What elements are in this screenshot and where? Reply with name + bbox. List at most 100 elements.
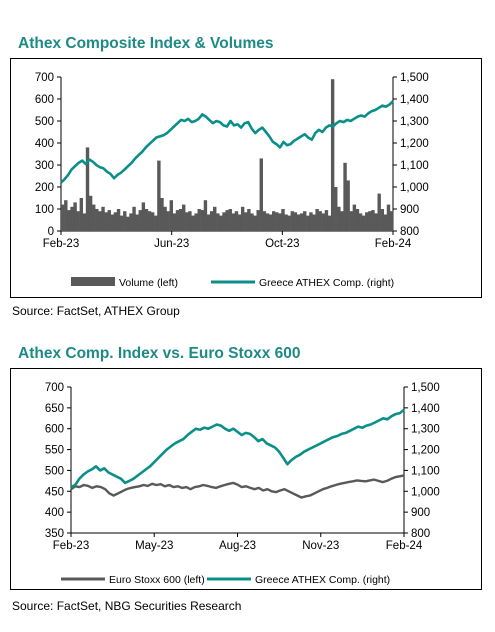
right-tick-label: 1,300 xyxy=(400,116,429,128)
volume-bar xyxy=(318,211,322,231)
volume-bar xyxy=(265,213,270,231)
series-line-2 xyxy=(60,100,394,184)
volume-bar xyxy=(293,212,298,231)
volume-bar xyxy=(374,213,378,231)
left-tick-label: 500 xyxy=(45,465,64,477)
chart2-source: Source: FactSet, NBG Securities Research xyxy=(12,599,242,613)
right-tick-label: 1,200 xyxy=(411,445,440,457)
left-tick-label: 650 xyxy=(45,403,64,415)
volume-bar xyxy=(324,210,329,231)
volume-bar xyxy=(309,212,313,231)
volume-bar xyxy=(287,215,291,231)
right-tick-label: 1,100 xyxy=(411,465,440,477)
volume-bar xyxy=(135,214,139,231)
volume-bar xyxy=(368,211,372,231)
volume-bar xyxy=(76,211,80,231)
volume-bar xyxy=(191,215,195,231)
left-tick-label: 700 xyxy=(45,382,64,394)
volume-bar xyxy=(98,211,102,231)
volume-bar xyxy=(209,211,214,231)
volume-bar xyxy=(172,213,177,231)
volume-bar xyxy=(203,200,208,231)
volume-bar xyxy=(154,215,158,231)
volume-bar xyxy=(219,215,223,231)
x-tick-label: Aug-23 xyxy=(219,540,256,552)
x-tick-label: Feb-23 xyxy=(53,540,89,552)
left-tick-label: 350 xyxy=(45,528,64,540)
volume-bar xyxy=(188,211,192,231)
volume-bar xyxy=(141,202,146,231)
volume-bar xyxy=(132,206,136,231)
volume-bar xyxy=(169,200,174,231)
volume-bar xyxy=(70,206,74,231)
chart1-plot: 0 100 200 300 400 500 600 700 800 900 1,000 1,100 1,… xyxy=(35,72,429,289)
volume-bar xyxy=(377,193,381,231)
volume-bar xyxy=(113,212,118,231)
volume-bar xyxy=(175,210,180,231)
x-tick-label: Feb-24 xyxy=(375,238,412,250)
x-tick-label: Feb-24 xyxy=(386,540,423,552)
left-tick-label: 200 xyxy=(35,182,54,194)
volume-bar xyxy=(200,210,205,231)
volume-bar xyxy=(250,213,254,231)
volume-bar xyxy=(110,214,115,231)
legend-label: Greece ATHEX Comp. (right) xyxy=(259,277,394,289)
volume-bar xyxy=(228,209,232,231)
volume-bar xyxy=(278,213,282,231)
x-tick-label: Jun-23 xyxy=(154,238,189,250)
volume-bar xyxy=(271,211,276,231)
legend-swatch-bar xyxy=(71,277,115,286)
volume-bar xyxy=(355,209,360,231)
volume-bar xyxy=(82,213,87,231)
chart2-title: Athex Comp. Index vs. Euro Stoxx 600 xyxy=(18,345,301,362)
legend-label: Volume (left) xyxy=(119,277,178,289)
volume-bar xyxy=(67,210,71,231)
volume-bar xyxy=(340,211,344,231)
right-tick-label: 900 xyxy=(411,507,430,519)
volume-bar xyxy=(343,162,347,231)
left-tick-label: 400 xyxy=(45,507,64,519)
x-tick-label: May-23 xyxy=(135,540,173,552)
x-tick-label: Oct-23 xyxy=(265,238,300,250)
right-tick-label: 1,300 xyxy=(411,424,440,436)
left-tick-label: 0 xyxy=(48,226,54,238)
volume-bar xyxy=(327,215,332,231)
volume-bar xyxy=(386,204,391,231)
volume-bar xyxy=(129,213,133,231)
chart1-title: Athex Composite Index & Volumes xyxy=(18,35,274,52)
volume-bar xyxy=(104,212,108,231)
volume-bar xyxy=(234,211,239,231)
volume-bar xyxy=(157,160,161,231)
volume-bar xyxy=(290,211,295,231)
left-tick-label: 600 xyxy=(45,424,64,436)
volume-bar xyxy=(107,210,111,231)
left-tick-label: 450 xyxy=(45,486,64,498)
volume-bar xyxy=(244,212,248,231)
volume-bar xyxy=(88,195,93,231)
volume-bar xyxy=(231,213,236,231)
volume-bar xyxy=(160,198,164,231)
left-tick-label: 500 xyxy=(35,116,54,128)
volume-bar xyxy=(361,215,366,231)
volume-bar xyxy=(185,212,189,231)
volume-bar xyxy=(138,210,142,231)
volume-bar xyxy=(163,206,167,231)
volume-bar xyxy=(275,212,279,231)
volume-bar xyxy=(349,211,353,231)
left-tick-label: 400 xyxy=(35,138,54,150)
volume-bar xyxy=(268,214,273,231)
left-tick-label: 300 xyxy=(35,160,54,172)
right-tick-label: 1,400 xyxy=(411,403,440,415)
x-tick-label: Feb-23 xyxy=(43,238,79,250)
legend-label: Euro Stoxx 600 (left) xyxy=(109,574,205,586)
right-tick-label: 1,100 xyxy=(400,160,429,172)
volume-bar xyxy=(371,210,375,231)
right-tick-label: 800 xyxy=(411,528,430,540)
volume-bar xyxy=(358,213,363,231)
volume-bar xyxy=(284,214,288,231)
volume-bar xyxy=(150,212,155,231)
volume-bar xyxy=(237,214,242,231)
volume-bar xyxy=(303,211,307,231)
volume-bar xyxy=(144,209,149,231)
volume-bar xyxy=(64,200,68,231)
